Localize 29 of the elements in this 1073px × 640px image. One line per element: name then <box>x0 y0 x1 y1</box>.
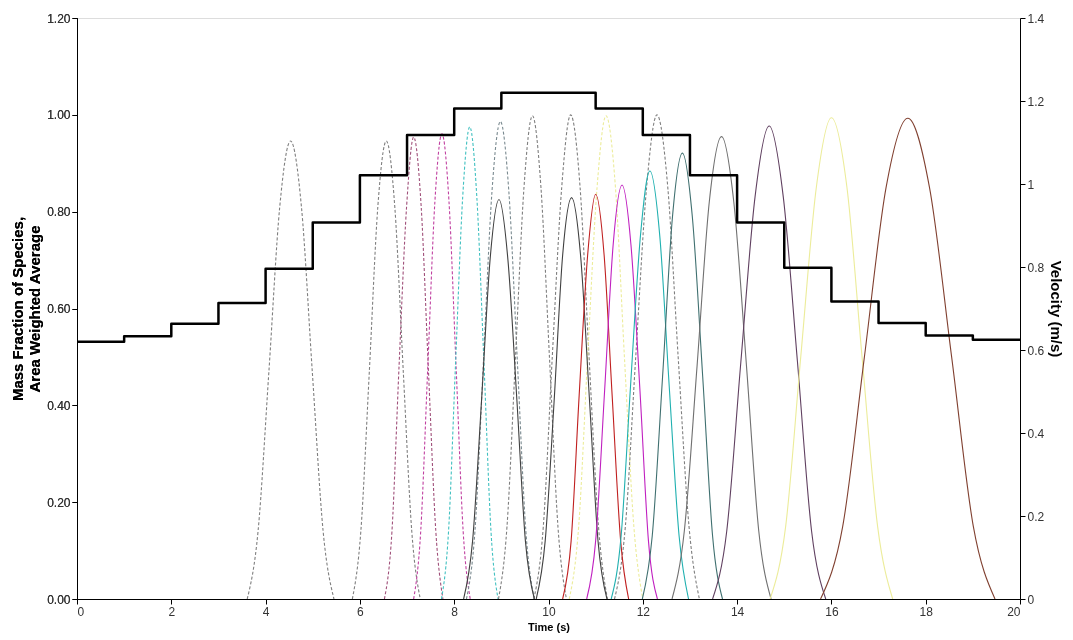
y2-axis-title: Velocity (m/s) <box>1048 260 1066 358</box>
x-tick-label: 18 <box>919 604 934 619</box>
x-tick-label: 12 <box>636 604 651 619</box>
y2-tick-label: 0.6 <box>1027 343 1045 358</box>
y-tick-label: 0.80 <box>47 205 71 220</box>
x-axis-title: Time (s) <box>528 620 571 633</box>
y-axis-title: Mass Fraction of Species, Area Weighted Average <box>9 216 44 402</box>
y2-tick-label: 1 <box>1027 177 1035 192</box>
x-tick-label: 10 <box>542 604 556 619</box>
x-tick-label: 16 <box>825 604 839 619</box>
y-tick-label: 1.00 <box>47 108 71 123</box>
y-tick-label: 0.60 <box>47 302 71 316</box>
y-tick-label: 0.00 <box>47 592 71 607</box>
y2-tick-label: 0.8 <box>1027 260 1045 275</box>
y2-tick-label: 1.2 <box>1027 94 1045 109</box>
y-tick-label: 0.40 <box>47 398 71 413</box>
x-tick-label: 6 <box>357 604 365 619</box>
y-tick-label: 1.20 <box>47 11 71 26</box>
x-tick-label: 14 <box>730 604 745 619</box>
x-tick-label: 4 <box>262 604 270 619</box>
y-tick-label: 0.20 <box>47 495 71 510</box>
x-tick-label: 20 <box>1007 604 1021 619</box>
y2-tick-label: 1.4 <box>1027 11 1045 26</box>
y2-tick-label: 0.2 <box>1027 509 1045 524</box>
y2-tick-label: 0.4 <box>1027 426 1045 441</box>
x-tick-label: 8 <box>451 604 459 619</box>
x-tick-label: 0 <box>77 604 85 619</box>
x-tick-label: 2 <box>168 604 176 619</box>
y2-tick-label: 0 <box>1027 592 1035 607</box>
